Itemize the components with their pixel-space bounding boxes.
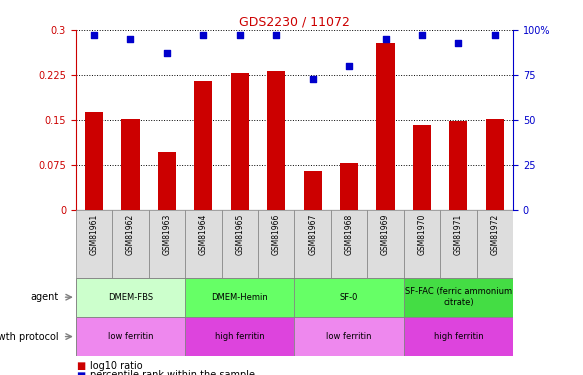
Bar <box>258 210 294 278</box>
Text: GSM81967: GSM81967 <box>308 213 317 255</box>
Bar <box>85 112 103 210</box>
Bar <box>76 210 112 278</box>
Text: DMEM-Hemin: DMEM-Hemin <box>212 292 268 302</box>
Point <box>417 32 427 38</box>
Bar <box>222 210 258 278</box>
Text: growth protocol: growth protocol <box>0 332 58 342</box>
Point <box>89 32 99 38</box>
Point <box>345 63 354 69</box>
Text: DMEM-FBS: DMEM-FBS <box>108 292 153 302</box>
Bar <box>185 278 294 317</box>
Point <box>272 32 281 38</box>
Bar <box>149 210 185 278</box>
Bar <box>185 317 294 356</box>
Text: GSM81961: GSM81961 <box>90 213 99 255</box>
Bar <box>304 171 322 210</box>
Bar <box>476 210 513 278</box>
Point <box>199 32 208 38</box>
Bar <box>486 119 504 210</box>
Bar <box>377 43 395 210</box>
Text: GSM81963: GSM81963 <box>163 213 171 255</box>
Text: low ferritin: low ferritin <box>108 332 153 341</box>
Point <box>235 32 244 38</box>
Text: GSM81971: GSM81971 <box>454 213 463 255</box>
Text: agent: agent <box>30 292 58 302</box>
Text: log10 ratio: log10 ratio <box>90 361 143 370</box>
Text: SF-FAC (ferric ammonium
citrate): SF-FAC (ferric ammonium citrate) <box>405 288 512 307</box>
Point <box>490 32 500 38</box>
Point <box>308 76 317 82</box>
Bar <box>194 81 212 210</box>
Point <box>126 36 135 42</box>
Text: GSM81964: GSM81964 <box>199 213 208 255</box>
Text: high ferritin: high ferritin <box>434 332 483 341</box>
Text: GSM81972: GSM81972 <box>490 213 499 255</box>
Bar <box>294 278 403 317</box>
Bar <box>112 210 149 278</box>
Text: high ferritin: high ferritin <box>215 332 265 341</box>
Bar <box>231 73 249 210</box>
Bar <box>413 125 431 210</box>
Bar <box>449 121 468 210</box>
Text: SF-0: SF-0 <box>340 292 359 302</box>
Title: GDS2230 / 11072: GDS2230 / 11072 <box>239 16 350 29</box>
Bar <box>340 163 358 210</box>
Text: GSM81966: GSM81966 <box>272 213 280 255</box>
Point <box>454 40 463 46</box>
Text: GSM81962: GSM81962 <box>126 213 135 255</box>
Bar <box>403 278 513 317</box>
Bar <box>121 119 139 210</box>
Bar <box>331 210 367 278</box>
Bar <box>294 317 403 356</box>
Bar <box>158 152 176 210</box>
Bar <box>267 71 285 210</box>
Text: ■: ■ <box>76 361 85 370</box>
Bar <box>185 210 222 278</box>
Text: percentile rank within the sample: percentile rank within the sample <box>90 370 255 375</box>
Text: GSM81968: GSM81968 <box>345 213 353 255</box>
Text: ■: ■ <box>76 370 85 375</box>
Point <box>162 50 171 56</box>
Bar <box>76 278 185 317</box>
Bar <box>76 317 185 356</box>
Bar <box>403 317 513 356</box>
Bar <box>367 210 403 278</box>
Bar <box>294 210 331 278</box>
Text: GSM81970: GSM81970 <box>417 213 426 255</box>
Text: GSM81969: GSM81969 <box>381 213 390 255</box>
Text: GSM81965: GSM81965 <box>236 213 244 255</box>
Point <box>381 36 390 42</box>
Bar <box>403 210 440 278</box>
Bar <box>440 210 476 278</box>
Text: low ferritin: low ferritin <box>326 332 372 341</box>
